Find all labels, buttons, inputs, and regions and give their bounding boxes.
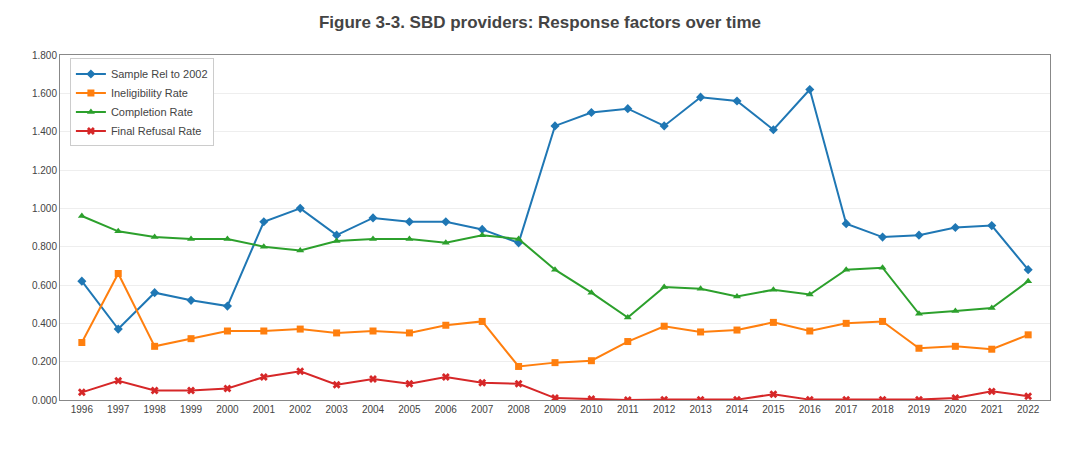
svg-text:2003: 2003 <box>325 404 348 415</box>
svg-text:2022: 2022 <box>1017 404 1040 415</box>
svg-text:2010: 2010 <box>580 404 603 415</box>
svg-text:1.600: 1.600 <box>32 88 57 99</box>
svg-text:1998: 1998 <box>144 404 167 415</box>
svg-text:2002: 2002 <box>289 404 312 415</box>
svg-text:2005: 2005 <box>398 404 421 415</box>
svg-text:2021: 2021 <box>981 404 1004 415</box>
svg-text:1997: 1997 <box>107 404 130 415</box>
svg-text:0.400: 0.400 <box>32 318 57 329</box>
svg-text:2013: 2013 <box>689 404 712 415</box>
svg-text:2017: 2017 <box>835 404 858 415</box>
svg-text:2014: 2014 <box>726 404 749 415</box>
svg-text:2015: 2015 <box>762 404 785 415</box>
svg-text:2001: 2001 <box>253 404 276 415</box>
svg-text:0.000: 0.000 <box>32 395 57 406</box>
svg-text:2009: 2009 <box>544 404 567 415</box>
svg-text:Figure 3-3. SBD providers: Res: Figure 3-3. SBD providers: Response fact… <box>319 13 761 32</box>
svg-text:Final Refusal Rate: Final Refusal Rate <box>111 125 201 137</box>
svg-text:2012: 2012 <box>653 404 676 415</box>
svg-text:2019: 2019 <box>908 404 931 415</box>
svg-text:2008: 2008 <box>507 404 530 415</box>
svg-text:1.000: 1.000 <box>32 203 57 214</box>
svg-text:1.400: 1.400 <box>32 126 57 137</box>
svg-text:1999: 1999 <box>180 404 203 415</box>
svg-text:2007: 2007 <box>471 404 494 415</box>
svg-text:Sample Rel to 2002: Sample Rel to 2002 <box>111 68 208 80</box>
svg-text:0.800: 0.800 <box>32 241 57 252</box>
svg-text:2018: 2018 <box>871 404 894 415</box>
svg-text:1.200: 1.200 <box>32 165 57 176</box>
svg-text:0.600: 0.600 <box>32 280 57 291</box>
svg-text:2011: 2011 <box>617 404 639 415</box>
svg-text:0.200: 0.200 <box>32 356 57 367</box>
svg-text:2000: 2000 <box>216 404 239 415</box>
svg-text:1996: 1996 <box>71 404 94 415</box>
svg-text:2016: 2016 <box>799 404 822 415</box>
svg-text:2006: 2006 <box>435 404 458 415</box>
svg-text:Ineligibility Rate: Ineligibility Rate <box>111 87 188 99</box>
svg-text:Completion Rate: Completion Rate <box>111 106 193 118</box>
svg-text:2020: 2020 <box>944 404 967 415</box>
svg-text:2004: 2004 <box>362 404 385 415</box>
svg-text:1.800: 1.800 <box>32 50 57 61</box>
